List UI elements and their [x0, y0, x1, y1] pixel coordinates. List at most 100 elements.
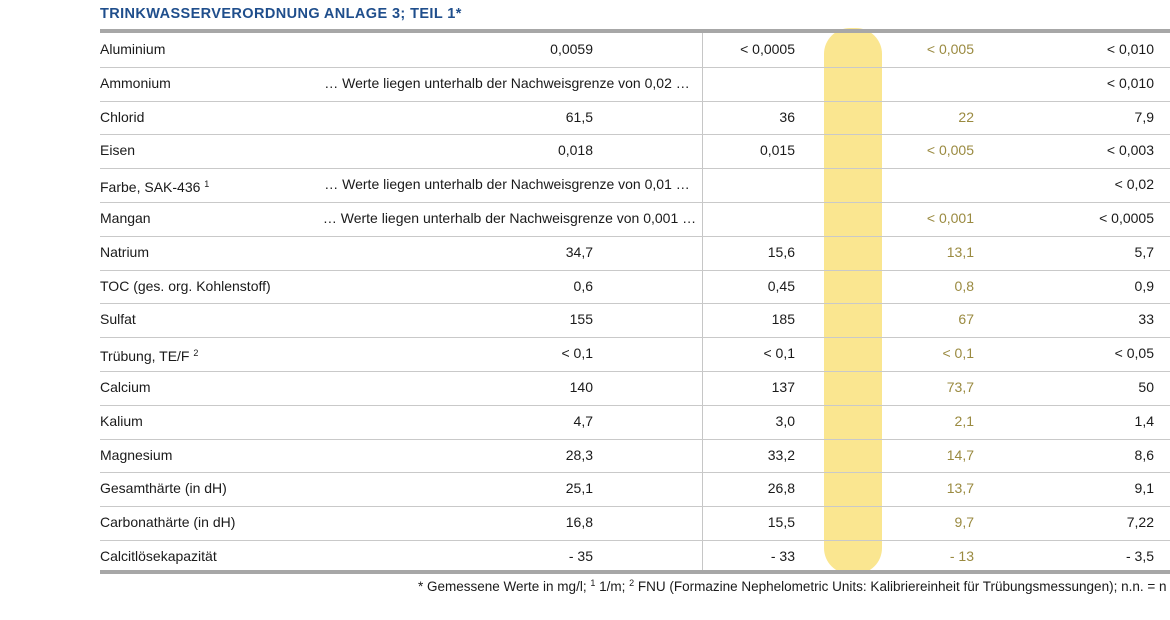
value-col-4: < 0,05 [1114, 345, 1154, 362]
table-row: Magnesium 28,3 33,2 14,7 8,6 [100, 439, 1170, 474]
footnote-part-3: FNU (Formazine Nephelometric Units: Kali… [634, 579, 1167, 594]
value-col-2: < 0,1 [763, 345, 795, 362]
parameter-name: Mangan [100, 202, 151, 236]
value-col-4: < 0,010 [1106, 74, 1154, 91]
parameter-name: Farbe, SAK-436 1 [100, 168, 209, 202]
column-highlight [824, 28, 882, 574]
table-top-rule [100, 29, 1170, 33]
value-col-4: < 0,0005 [1099, 210, 1154, 226]
value-col-4: 5,7 [1134, 243, 1154, 260]
footnote: * Gemessene Werte in mg/l; 1 1/m; 2 FNU … [418, 578, 1166, 594]
table-row: Kalium 4,7 3,0 2,1 1,4 [100, 405, 1170, 440]
parameter-name-text: Kalium [100, 412, 143, 429]
parameter-footnote-mark: 2 [193, 348, 199, 359]
footnote-sup-2: 2 [629, 578, 635, 588]
parameter-name-text: TOC (ges. org. Kohlenstoff) [100, 277, 271, 294]
table-row: Mangan … Werte liegen unterhalb der Nachw… [100, 202, 1170, 237]
footnote-sup-1: 1 [590, 578, 596, 588]
parameter-name: Eisen [100, 134, 135, 168]
value-col-1: 0,0059 [550, 41, 593, 57]
parameter-name: Ammonium [100, 67, 171, 101]
value-col-1: 0,6 [573, 277, 593, 294]
parameter-name: Trübung, TE/F 2 [100, 337, 198, 371]
value-col-1: 4,7 [573, 412, 593, 429]
value-col-3: < 0,1 [942, 345, 974, 362]
value-col-4: 8,6 [1134, 446, 1154, 463]
value-col-4: < 0,010 [1106, 41, 1154, 57]
footnote-part-2: 1/m; [595, 579, 630, 594]
parameter-footnote-mark: 1 [204, 179, 210, 190]
parameter-name-text: Magnesium [100, 446, 173, 463]
value-col-4: 9,1 [1134, 480, 1154, 497]
value-col-2: 26,8 [767, 480, 795, 497]
parameter-name-text: Natrium [100, 243, 150, 260]
value-col-2: < 0,0005 [740, 41, 795, 57]
parameter-name-text: Sulfat [100, 311, 136, 328]
parameter-name-text: Trübung, TE/F [100, 348, 190, 365]
value-col-1: 28,3 [565, 446, 593, 463]
value-col-4: 50 [1138, 379, 1154, 395]
value-col-1: < 0,1 [561, 345, 593, 362]
parameter-name-text: Calcitlösekapazität [100, 548, 217, 564]
value-col-2: 0,45 [767, 277, 795, 294]
merged-note: … Werte liegen unterhalb der Nachweisgre… [324, 176, 690, 193]
value-col-3: 9,7 [954, 514, 974, 531]
table-row: Sulfat 155 185 67 33 [100, 303, 1170, 339]
value-col-1: 155 [569, 311, 593, 328]
table-row: Eisen 0,018 0,015 < 0,005 < 0,003 [100, 134, 1170, 170]
value-col-4: 7,9 [1134, 108, 1154, 125]
footnote-prefix: * Gemessene Werte in mg/l; [418, 579, 591, 594]
parameter-name-text: Farbe, SAK-436 [100, 179, 201, 196]
parameter-name-text: Calcium [100, 379, 151, 395]
merged-note: … Werte liegen unterhalb der Nachweisgre… [322, 210, 697, 226]
value-col-3: 22 [958, 108, 974, 125]
parameter-name-text: Ammonium [100, 74, 171, 91]
value-col-4: 0,9 [1134, 277, 1154, 294]
value-col-1: 140 [569, 379, 593, 395]
value-col-4: 7,22 [1126, 514, 1154, 531]
table-row: Gesamthärte (in dH) 25,1 26,8 13,7 9,1 [100, 472, 1170, 508]
parameter-name-text: Gesamthärte (in dH) [100, 480, 227, 497]
value-col-2: - 33 [770, 548, 795, 564]
value-col-1: 16,8 [565, 514, 593, 531]
value-col-3: 2,1 [954, 412, 974, 429]
parameter-name: Aluminium [100, 33, 165, 67]
value-col-1: 61,5 [565, 108, 593, 125]
value-col-4: < 0,003 [1106, 142, 1154, 159]
table-row: Calcium 140 137 73,7 50 [100, 371, 1170, 406]
value-col-4: 1,4 [1134, 412, 1154, 429]
parameter-name: TOC (ges. org. Kohlenstoff) [100, 270, 271, 304]
table-row: Trübung, TE/F 2 < 0,1 < 0,1 < 0,1 < 0,05 [100, 337, 1170, 372]
parameter-name-text: Eisen [100, 142, 136, 159]
value-col-2: 15,5 [767, 514, 795, 531]
value-col-2: 15,6 [767, 243, 795, 260]
table-row: Carbonathärte (in dH) 16,8 15,5 9,7 7,22 [100, 506, 1170, 541]
value-col-4: - 3,5 [1125, 548, 1154, 564]
value-col-1: 25,1 [565, 480, 593, 497]
value-col-3: 13,7 [946, 480, 974, 497]
value-col-4: < 0,02 [1114, 176, 1154, 193]
value-col-3: 67 [958, 311, 974, 328]
value-col-2: 185 [771, 311, 795, 328]
parameter-name: Calcium [100, 371, 151, 405]
value-col-3: < 0,005 [926, 142, 974, 159]
value-col-3: 0,8 [954, 277, 974, 294]
value-col-2: 33,2 [767, 446, 795, 463]
value-col-2: 137 [771, 379, 795, 395]
parameter-name-text: Chlorid [100, 108, 145, 125]
value-col-3: 13,1 [946, 243, 974, 260]
merged-note: … Werte liegen unterhalb der Nachweisgre… [324, 74, 690, 91]
parameter-name-text: Carbonathärte (in dH) [100, 514, 236, 531]
table-row: Calcitlösekapazität - 35 - 33 - 13 - 3,5 [100, 540, 1170, 574]
value-col-3: - 13 [949, 548, 974, 564]
parameter-name-text: Aluminium [100, 41, 166, 57]
parameter-name: Gesamthärte (in dH) [100, 472, 227, 506]
value-col-4: 33 [1138, 311, 1154, 328]
value-col-3: < 0,001 [926, 210, 974, 226]
table-row: TOC (ges. org. Kohlenstoff) 0,6 0,45 0,8 0,9 [100, 270, 1170, 305]
table-title: TRINKWASSERVERORDNUNG ANLAGE 3; TEIL 1* [100, 6, 462, 22]
value-col-1: 34,7 [565, 243, 593, 260]
value-col-2: 0,015 [759, 142, 795, 159]
value-col-1: - 35 [568, 548, 593, 564]
